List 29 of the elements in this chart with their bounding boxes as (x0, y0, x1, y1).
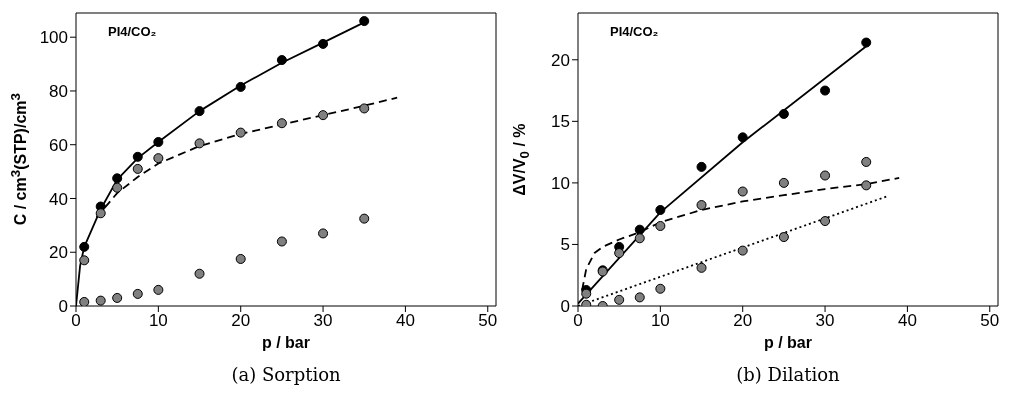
x-tick-label: 0 (71, 311, 81, 331)
x-tick-label: 10 (148, 311, 168, 331)
y-tick-label: 10 (551, 173, 570, 193)
y-tick-label: 40 (49, 189, 68, 209)
x-axis-title: p / bar (763, 334, 813, 352)
x-tick-label: 10 (650, 311, 670, 331)
y-tick-label: 0 (58, 297, 68, 317)
y-tick-label: 15 (551, 112, 570, 132)
text: (a) Sorption (230, 364, 342, 385)
y-tick-label: 80 (49, 81, 68, 101)
x-tick-label: 0 (573, 311, 583, 331)
y-tick-label: 5 (560, 235, 570, 255)
x-tick-label: 30 (313, 311, 333, 331)
x-tick-label: 30 (815, 311, 835, 331)
x-tick-label: 20 (231, 311, 251, 331)
y-tick-label: 0 (560, 297, 570, 317)
x-axis-title: p / bar (261, 334, 311, 352)
x-tick-label: 40 (395, 311, 415, 331)
y-tick-label: 60 (49, 135, 68, 155)
annotation: PI4/CO₂ (108, 24, 157, 39)
x-tick-label: 40 (897, 311, 917, 331)
y-tick-label: 20 (551, 50, 570, 70)
x-tick-label: 50 (478, 311, 498, 331)
annotation: PI4/CO₂ (610, 24, 659, 39)
y-tick-label: 20 (49, 243, 68, 263)
text: (b) Dilation (735, 364, 841, 385)
y-tick-label: 100 (39, 28, 68, 48)
x-tick-label: 50 (980, 311, 1000, 331)
x-tick-label: 20 (733, 311, 753, 331)
